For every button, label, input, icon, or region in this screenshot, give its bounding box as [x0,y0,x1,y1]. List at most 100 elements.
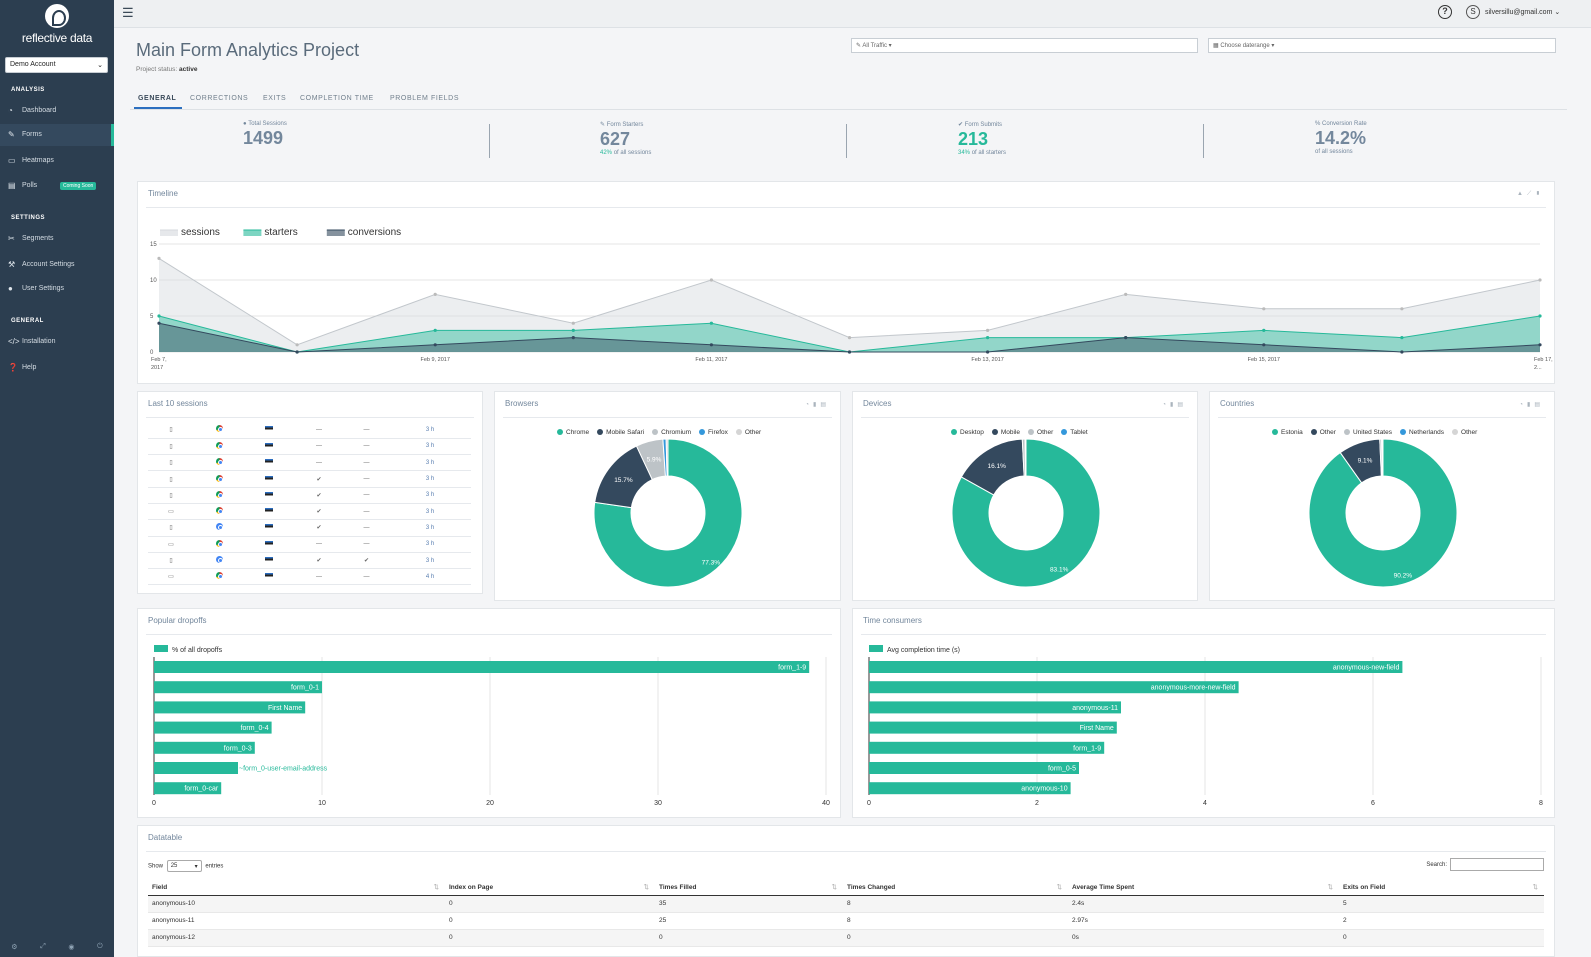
kpi-value: 627 [600,129,631,149]
bar-chart-icon[interactable]: ▮ [1535,191,1544,197]
sidebar-item-user-settings[interactable]: ● User Settings [0,278,114,300]
legend-item[interactable]: Desktop [943,429,984,436]
traffic-filter-select[interactable]: ✎ All Traffic ▾ [851,38,1198,53]
legend-item[interactable]: Other [728,429,761,436]
bar-label: form_0-3 [224,745,252,752]
time-cell[interactable]: 3 h [389,470,471,488]
tab-completion-time[interactable]: COMPLETION TIME [300,95,374,102]
session-row[interactable]: ▯ — — 3 h [148,438,471,456]
sidebar-item-segments[interactable]: ✂ Segments [0,228,114,250]
legend-item[interactable]: United States [1336,429,1392,436]
session-row[interactable]: ▭ — — 4 h [148,568,471,586]
menu-toggle-icon[interactable]: ☰ [122,5,134,20]
tab-problem-fields[interactable]: PROBLEM FIELDS [390,95,460,102]
chart-toolbar[interactable]: ◔▮▤ [805,401,830,408]
time-cell[interactable]: 3 h [389,536,471,553]
legend-item[interactable]: Firefox [691,429,728,436]
table-row: anonymous-12 0 0 0 0s 0 [148,929,1544,947]
sidebar-item-heatmaps[interactable]: ▭ Heatmaps [0,150,114,172]
column-header[interactable]: Index on Page ⇅ [445,880,655,896]
sort-icon[interactable]: ⇅ [831,884,837,891]
bar-chart-icon[interactable]: ▮ [1170,402,1178,408]
time-cell[interactable]: 3 h [389,552,471,570]
pie-chart-icon[interactable]: ◔ [805,402,814,408]
time-cell[interactable]: 3 h [389,487,471,504]
legend-item[interactable]: Netherlands [1392,429,1444,436]
column-header[interactable]: Times Changed ⇅ [843,880,1068,896]
tab-exits[interactable]: EXITS [263,95,287,102]
sort-icon[interactable]: ⇅ [1532,884,1538,891]
legend-item[interactable]: Mobile [984,429,1020,436]
time-cell[interactable]: 3 h [389,503,471,521]
session-row[interactable]: ▯ — — 3 h [148,454,471,472]
legend-item[interactable]: Other [1444,429,1477,436]
status-icon: — [316,573,322,580]
legend-item[interactable]: Other [1020,429,1053,436]
session-row[interactable]: ▯ ✔ ✔ 3 h [148,552,471,570]
column-header[interactable]: Field ⇅ [148,880,445,896]
sidebar-item-account-settings[interactable]: ⚒ Account Settings [0,254,114,276]
calendar-icon: ▦ [1213,43,1221,49]
legend-dot [597,429,604,435]
pie-chart-icon[interactable]: ◔ [1162,402,1171,408]
sort-icon[interactable]: ⇅ [1056,884,1062,891]
started-cell: — [294,454,344,472]
sidebar-item-help[interactable]: ❓ Help [0,357,114,379]
account-select[interactable]: Demo Account ⌄ [5,57,108,73]
fullscreen-icon[interactable]: ⤢ [40,943,46,950]
chart-toolbar[interactable]: ◔▮▤ [1162,401,1187,408]
search-input[interactable] [1450,858,1544,871]
tab-general[interactable]: GENERAL [138,95,177,102]
sidebar-item-dashboard[interactable]: ◔ Dashboard [0,100,114,122]
session-row[interactable]: ▭ — — 3 h [148,536,471,553]
bar-label: form_0-car [184,786,219,793]
sidebar-item-installation[interactable]: </> Installation [0,331,114,353]
area-chart-icon[interactable]: ▲ [1517,191,1527,197]
column-header[interactable]: Average Time Spent ⇅ [1068,880,1339,896]
power-icon[interactable]: ⏻ [97,943,103,950]
chart-type-toolbar[interactable]: ▲⟋▮ [1517,191,1544,198]
table-icon[interactable]: ▤ [1177,402,1187,408]
page-size-select[interactable]: 25 ▾ [166,860,202,872]
sort-icon[interactable]: ⇅ [643,884,649,891]
tab-corrections[interactable]: CORRECTIONS [190,95,249,102]
column-header[interactable]: Exits on Field ⇅ [1339,880,1544,896]
legend-item[interactable]: Tablet [1053,429,1088,436]
brand-logo[interactable]: reflective data [0,4,114,45]
settings-icon[interactable]: ⚙ [11,944,18,951]
data-point [709,343,714,347]
mobile-icon: ▯ [169,558,173,565]
sidebar-item-polls[interactable]: ▤ Polls Coming Soon [0,175,114,197]
column-header[interactable]: Times Filled ⇅ [655,880,843,896]
legend-item[interactable]: Chrome [549,429,589,436]
session-row[interactable]: ▯ ✔ — 3 h [148,487,471,504]
session-row[interactable]: ▯ — — 3 h [148,422,471,439]
time-cell[interactable]: 3 h [389,519,471,537]
sort-icon[interactable]: ⇅ [1327,884,1333,891]
time-cell[interactable]: 4 h [389,568,471,586]
sidebar-item-forms[interactable]: ✎ Forms [0,124,114,146]
legend-item[interactable]: Estonia [1264,429,1303,436]
time-cell[interactable]: 3 h [389,454,471,472]
session-row[interactable]: ▯ ✔ — 3 h [148,519,471,537]
time-cell[interactable]: 3 h [389,422,471,439]
bar-chart-icon[interactable]: ▮ [813,402,821,408]
device-cell: ▭ [148,536,194,553]
table-icon[interactable]: ▤ [1534,402,1544,408]
session-row[interactable]: ▯ ✔ — 3 h [148,470,471,488]
pie-chart-icon[interactable]: ◔ [1519,402,1528,408]
table-icon[interactable]: ▤ [820,402,830,408]
eye-slash-icon[interactable]: ◉ [68,944,75,951]
chart-toolbar[interactable]: ◔▮▤ [1519,401,1544,408]
legend-item[interactable]: Other [1303,429,1336,436]
session-row[interactable]: ▭ ✔ — 3 h [148,503,471,521]
legend-item[interactable]: Chromium [644,429,691,436]
line-chart-icon[interactable]: ⟋ [1526,191,1536,197]
legend-item[interactable]: Mobile Safari [589,429,644,436]
help-icon[interactable]: ? [1438,5,1452,19]
time-cell[interactable]: 3 h [389,438,471,456]
bar-chart-icon[interactable]: ▮ [1527,402,1535,408]
daterange-picker[interactable]: ▦ Choose daterange ▾ [1208,38,1556,53]
sort-icon[interactable]: ⇅ [433,884,439,891]
